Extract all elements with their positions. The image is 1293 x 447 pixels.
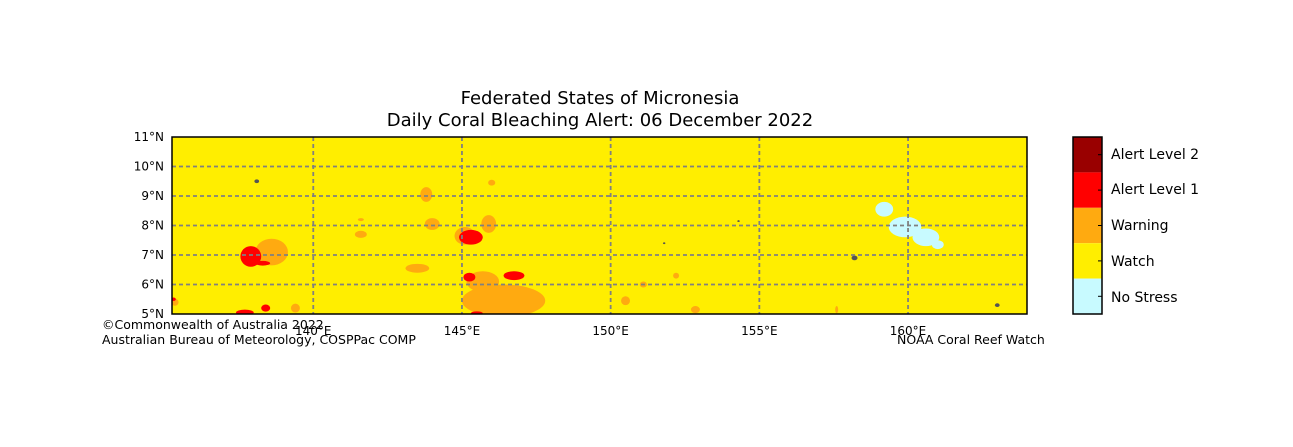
region-alert1-7 [172, 297, 176, 302]
region-warning-11 [424, 218, 440, 230]
lat-tick-label: 10°N [134, 160, 164, 174]
island-2 [994, 303, 1000, 308]
island-0 [254, 179, 260, 184]
island-1 [851, 255, 858, 261]
region-alert1-3 [235, 309, 254, 314]
region-warning-8 [354, 230, 367, 238]
region-warning-25 [690, 306, 700, 314]
region-alert1-14 [458, 229, 483, 245]
axis-ticks: 140°E 145°E 150°E 155°E 160°E 5°N 6°N 7°N 8°N 9°N… [134, 130, 927, 338]
legend-swatch-1 [1073, 172, 1102, 208]
region-warning-0 [255, 238, 288, 266]
legend-swatch-2 [1073, 207, 1102, 244]
region-no-stress-29 [912, 228, 940, 247]
alert-regions [172, 179, 944, 314]
region-no-stress-27 [875, 201, 894, 217]
lon-tick-label: 160°E [890, 324, 927, 338]
region-warning-16 [405, 263, 430, 273]
region-warning-17 [461, 284, 546, 314]
lat-tick-label: 6°N [141, 278, 164, 292]
island-3 [662, 242, 666, 245]
region-alert1-1 [240, 246, 262, 267]
noaa-credit: NOAA Coral Reef Watch [897, 332, 1045, 347]
legend-swatch-4 [1073, 278, 1102, 314]
lat-tick-label: 11°N [134, 130, 164, 144]
lat-tick-label: 9°N [141, 189, 164, 203]
region-warning-22 [621, 296, 630, 306]
region-alert1-2 [255, 260, 271, 266]
region-warning-12 [481, 215, 497, 233]
map-title: Federated States of Micronesia [460, 88, 740, 109]
bureau-credit: Australian Bureau of Meteorology, COSPPa… [102, 332, 416, 347]
region-warning-15 [488, 179, 496, 186]
legend-label-watch: Watch [1111, 254, 1155, 270]
legend-swatch-3 [1073, 243, 1102, 279]
legend-colorbar [1072, 136, 1103, 315]
region-warning-9 [357, 218, 364, 222]
lon-tick-label: 150°E [592, 324, 629, 338]
map-frame [171, 136, 1028, 315]
region-warning-5 [290, 303, 300, 313]
lat-tick-label: 8°N [141, 219, 164, 233]
lat-tick-label: 7°N [141, 248, 164, 262]
legend-label-no-stress: No Stress [1111, 290, 1178, 306]
lon-tick-label: 145°E [444, 324, 481, 338]
lat-tick-label: 5°N [141, 307, 164, 321]
legend-swatch-0 [1073, 137, 1102, 173]
graticule [172, 137, 1027, 314]
legend-label-warning: Warning [1111, 218, 1169, 234]
legend-label-alert-level-1: Alert Level 1 [1111, 182, 1200, 198]
islands [254, 179, 1000, 308]
lon-tick-label: 155°E [741, 324, 778, 338]
region-alert1-19 [463, 272, 476, 282]
copyright-text: ©Commonwealth of Australia 2022 [102, 317, 324, 332]
region-no-stress-30 [931, 240, 944, 250]
region-no-stress-28 [888, 216, 922, 238]
legend-label-alert-level-2: Alert Level 2 [1111, 147, 1200, 163]
island-4 [737, 220, 740, 223]
region-warning-10 [420, 187, 433, 202]
region-alert1-20 [503, 271, 525, 281]
region-warning-26 [835, 306, 839, 314]
lon-tick-label: 140°E [295, 324, 332, 338]
region-warning-24 [673, 272, 680, 279]
legend-frame [1072, 136, 1103, 315]
region-alert1-4 [261, 304, 271, 312]
map-subtitle: Daily Coral Bleaching Alert: 06 December… [386, 110, 814, 131]
